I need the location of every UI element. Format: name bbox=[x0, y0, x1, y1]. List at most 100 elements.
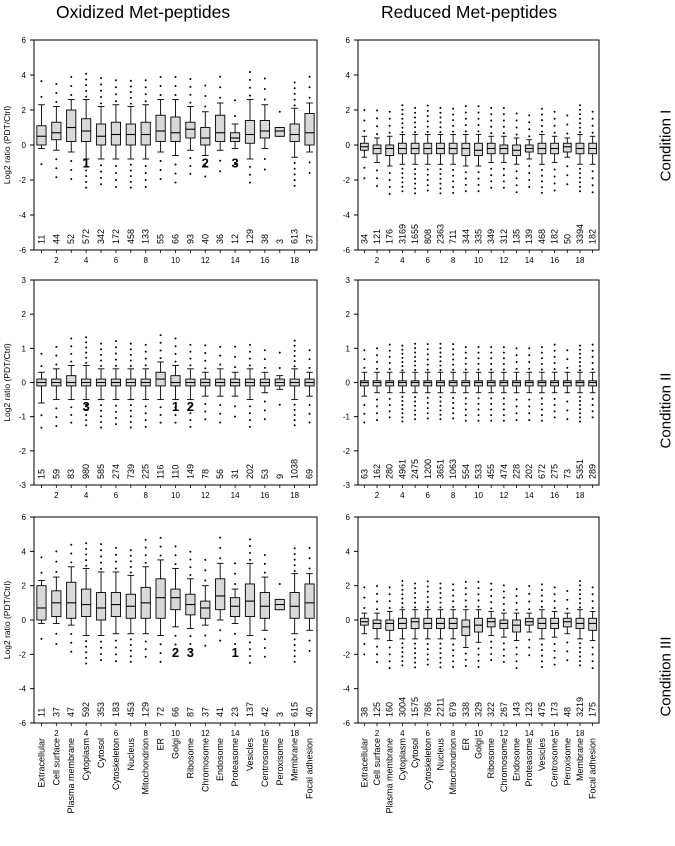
outlier-point bbox=[477, 183, 480, 186]
outlier-point bbox=[114, 340, 117, 343]
outlier-point bbox=[452, 174, 455, 177]
outlier-point bbox=[414, 131, 417, 134]
outlier-point bbox=[426, 104, 429, 107]
x-tick-label: 10 bbox=[171, 256, 180, 265]
x-tick-label: 16 bbox=[260, 491, 269, 500]
outlier-point bbox=[308, 557, 311, 560]
category-label: Ribosome bbox=[185, 738, 195, 779]
category-label: Centrosome bbox=[260, 738, 270, 787]
outlier-point bbox=[70, 561, 73, 564]
outlier-point bbox=[528, 114, 531, 117]
count-label: 280 bbox=[385, 464, 395, 479]
column-title-reduced: Reduced Met-peptides bbox=[381, 2, 558, 22]
outlier-point bbox=[553, 131, 556, 134]
outlier-point bbox=[414, 347, 417, 350]
y-tick-label: 0 bbox=[346, 379, 351, 388]
outlier-point bbox=[426, 348, 429, 351]
outlier-point bbox=[490, 357, 493, 360]
outlier-point bbox=[578, 664, 581, 667]
outlier-point bbox=[234, 562, 237, 565]
iqr-box bbox=[486, 617, 496, 628]
box-2 bbox=[51, 83, 62, 179]
outlier-point bbox=[452, 654, 455, 657]
outlier-point bbox=[528, 165, 531, 167]
outlier-point bbox=[439, 582, 442, 585]
outlier-point bbox=[540, 660, 543, 663]
category-label: Cytoplasm bbox=[81, 738, 91, 781]
outlier-point bbox=[414, 116, 417, 119]
outlier-point bbox=[129, 186, 132, 189]
count-label: 93 bbox=[185, 234, 195, 244]
outlier-point bbox=[426, 648, 429, 651]
outlier-point bbox=[578, 606, 581, 609]
box-18 bbox=[575, 104, 585, 193]
outlier-point bbox=[388, 416, 391, 419]
box-7 bbox=[436, 342, 445, 421]
outlier-point bbox=[204, 95, 207, 97]
iqr-box bbox=[537, 380, 547, 387]
outlier-point bbox=[189, 343, 192, 346]
outlier-point bbox=[219, 86, 222, 89]
category-label: Mitochondrion bbox=[448, 738, 458, 795]
outlier-point bbox=[540, 119, 543, 122]
outlier-point bbox=[174, 85, 177, 87]
box-8 bbox=[448, 343, 458, 420]
outlier-point bbox=[388, 349, 391, 352]
outlier-point bbox=[100, 348, 103, 351]
outlier-point bbox=[248, 405, 251, 408]
box-10 bbox=[474, 105, 483, 193]
outlier-point bbox=[70, 421, 73, 424]
outlier-point bbox=[540, 594, 543, 597]
outlier-point bbox=[477, 580, 480, 583]
outlier-point bbox=[502, 368, 505, 371]
outlier-point bbox=[540, 419, 543, 422]
outlier-point bbox=[490, 652, 493, 655]
count-label: 4961 bbox=[397, 459, 407, 479]
box-4 bbox=[81, 336, 92, 427]
count-label: 15 bbox=[36, 469, 46, 479]
outlier-point bbox=[426, 580, 429, 583]
count-label: 37 bbox=[200, 707, 210, 717]
outlier-point bbox=[248, 641, 251, 644]
outlier-point bbox=[591, 600, 594, 603]
outlier-point bbox=[591, 110, 594, 113]
outlier-point bbox=[490, 362, 493, 365]
count-label: 980 bbox=[81, 464, 91, 479]
iqr-box bbox=[588, 380, 598, 387]
y-tick-label: -1 bbox=[343, 413, 351, 422]
outlier-point bbox=[248, 419, 251, 422]
iqr-box bbox=[304, 583, 315, 619]
y-tick-label: -2 bbox=[343, 176, 351, 185]
outlier-point bbox=[490, 397, 493, 400]
outlier-point bbox=[401, 104, 404, 107]
count-label: 786 bbox=[423, 702, 433, 717]
outlier-point bbox=[219, 536, 222, 539]
count-label: 1063 bbox=[448, 459, 458, 479]
outlier-point bbox=[439, 131, 442, 134]
outlier-point bbox=[452, 589, 455, 592]
box-9 bbox=[155, 536, 166, 663]
category-label: Cell surface bbox=[372, 738, 382, 786]
outlier-point bbox=[553, 189, 556, 192]
outlier-point bbox=[248, 545, 251, 548]
outlier-point bbox=[426, 179, 429, 181]
box-8 bbox=[448, 583, 458, 668]
outlier-point bbox=[515, 601, 518, 604]
iqr-box bbox=[170, 588, 181, 611]
outlier-point bbox=[502, 609, 505, 612]
outlier-point bbox=[401, 395, 404, 398]
category-label: Endosome bbox=[512, 738, 522, 781]
y-tick-label: 4 bbox=[346, 71, 351, 80]
box-13 bbox=[512, 588, 521, 670]
outlier-point bbox=[85, 645, 88, 648]
iqr-box bbox=[512, 619, 521, 633]
outlier-point bbox=[388, 404, 391, 407]
outlier-point bbox=[388, 593, 391, 596]
outlier-point bbox=[40, 163, 43, 166]
count-label: 344 bbox=[461, 229, 471, 244]
outlier-point bbox=[376, 109, 379, 112]
count-label: 135 bbox=[512, 229, 522, 244]
outlier-point bbox=[293, 643, 296, 646]
outlier-point bbox=[540, 654, 543, 657]
